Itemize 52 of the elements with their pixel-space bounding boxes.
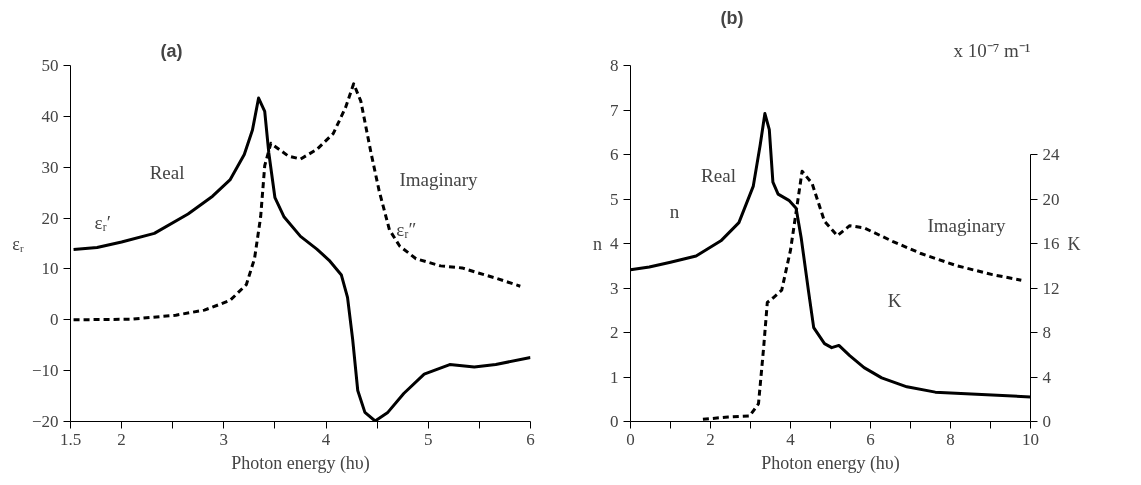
y-tick-label: 4 (610, 234, 619, 253)
y2-tick-label: 20 (1042, 189, 1060, 209)
y2-tick-label: 12 (1042, 278, 1060, 298)
x-tick-label: 10 (1022, 429, 1039, 449)
annotation: εᵣ′ (94, 211, 111, 233)
x-tick-label: 0 (626, 429, 635, 449)
x-axis-title: Photon energy (hυ) (761, 452, 900, 474)
y-tick-label: 40 (41, 106, 59, 126)
x-tick-label: 2 (117, 429, 126, 449)
chart-title: (a) (160, 40, 183, 61)
x-tick-label: 8 (946, 429, 955, 449)
annotation: Imaginary (927, 215, 1007, 237)
y-tick-label: −20 (31, 412, 59, 431)
y-tick-label: 0 (610, 412, 619, 431)
x-tick-label: 4 (321, 429, 331, 449)
annotation: Real (149, 161, 185, 183)
y2-tick-label: 16 (1042, 234, 1060, 253)
y-tick-label: 10 (41, 259, 59, 279)
x-tick-label: 2 (706, 429, 715, 449)
x-axis-title: Photon energy (hυ) (231, 452, 370, 474)
y2-tick-label: 4 (1042, 367, 1052, 387)
x-tick-label: 1.5 (59, 429, 82, 449)
y-tick-label: 50 (41, 56, 59, 75)
annotation: εᵣ″ (396, 218, 417, 240)
y-tick-label: 7 (610, 100, 619, 120)
chart-title: (b) (720, 7, 744, 28)
y2-tick-label: 8 (1042, 323, 1051, 342)
y-tick-label: 30 (41, 157, 59, 177)
y-tick-label: 0 (50, 310, 59, 330)
y-tick-label: 5 (610, 189, 619, 209)
y-tick-label: 3 (610, 278, 619, 298)
x-tick-label: 4 (786, 429, 796, 449)
x-tick-label: 6 (866, 429, 875, 449)
y-tick-label: 20 (41, 208, 59, 228)
y-axis-title: n (593, 233, 602, 254)
text: x 10⁻⁷ m⁻¹ (953, 39, 1031, 61)
annotation: Real (701, 165, 736, 187)
x-tick-label: 6 (526, 429, 535, 449)
annotation: K (887, 289, 902, 311)
y-tick-label: 6 (610, 145, 619, 164)
y2-axis-title: K (1067, 233, 1081, 254)
y-tick-label: 1 (610, 367, 619, 387)
y-tick-label: 2 (610, 323, 619, 342)
annotation: n (669, 200, 680, 222)
x-tick-label: 3 (219, 429, 229, 449)
y-tick-label: −10 (31, 361, 59, 381)
annotation: Imaginary (399, 168, 479, 190)
x-tick-label: 5 (424, 429, 433, 449)
y2-tick-label: 24 (1042, 145, 1060, 164)
y-tick-label: 8 (610, 56, 619, 75)
y2-tick-label: 0 (1042, 412, 1051, 431)
y-axis-title: εᵣ (12, 233, 24, 254)
